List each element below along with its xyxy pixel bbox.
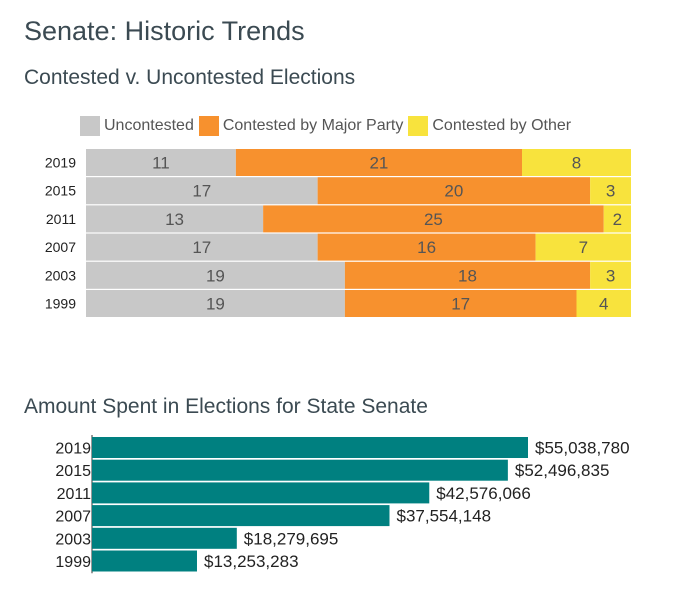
spent-value-label: $37,554,148: [396, 507, 491, 526]
segment-value-label: 3: [606, 182, 615, 201]
legend-swatch-major-party: [198, 116, 219, 136]
spent-bar[interactable]: [92, 482, 430, 504]
legend-swatch-other: [408, 116, 429, 136]
spent-year-label: 2011: [57, 486, 92, 503]
segment-value-label: 17: [451, 295, 470, 314]
legend-swatch-uncontested: [80, 116, 100, 136]
segment-value-label: 25: [424, 210, 443, 229]
spent-year-label: 2015: [55, 463, 91, 480]
segment-value-label: 19: [206, 295, 225, 314]
contested-year-label: 2007: [45, 239, 76, 255]
segment-value-label: 18: [458, 266, 477, 285]
spent-value-label: $42,576,066: [436, 484, 531, 503]
contested-year-label: 1999: [45, 296, 76, 312]
segment-contested-by-major-party[interactable]: [344, 290, 577, 317]
legend-label-other: Contested by Other: [432, 117, 572, 134]
contested-year-label: 2003: [45, 267, 76, 283]
spent-value-label: $18,279,695: [244, 529, 339, 548]
legend-item-uncontested[interactable]: Uncontested: [80, 116, 194, 136]
segment-value-label: 19: [206, 266, 225, 285]
spent-value-label: $13,253,283: [204, 552, 299, 571]
segment-value-label: 7: [579, 238, 588, 257]
segment-value-label: 2: [613, 210, 622, 229]
spent-year-label: 1999: [55, 554, 91, 571]
segment-contested-by-other[interactable]: [590, 177, 631, 205]
spent-year-label: 2003: [55, 531, 91, 548]
segment-value-label: 17: [192, 182, 211, 201]
segment-contested-by-other[interactable]: [535, 233, 631, 261]
contested-year-label: 2015: [45, 183, 76, 199]
spent-bar[interactable]: [92, 505, 390, 527]
legend-label-major-party: Contested by Major Party: [222, 117, 404, 134]
spent-chart-title: Amount Spent in Elections for State Sena…: [24, 395, 428, 418]
contested-stacked-bar-chart: 2019 11 21 8 2015 17 20 3 2011 13 25 2 2007 17 16 7 2003…: [45, 149, 632, 317]
segment-contested-by-major-party[interactable]: [235, 149, 522, 176]
segment-contested-by-major-party[interactable]: [317, 233, 536, 261]
segment-contested-by-other[interactable]: [603, 205, 631, 233]
segment-uncontested[interactable]: [86, 149, 236, 176]
segment-uncontested[interactable]: [86, 261, 345, 289]
segment-uncontested[interactable]: [86, 233, 318, 261]
segment-value-label: 20: [444, 182, 463, 201]
page-title: Senate: Historic Trends: [24, 16, 305, 46]
contested-legend: Uncontested Contested by Major Party Con…: [80, 116, 576, 136]
legend-item-other[interactable]: Contested by Other: [408, 116, 571, 136]
segment-uncontested[interactable]: [86, 205, 264, 233]
spent-value-label: $52,496,835: [515, 461, 610, 480]
segment-uncontested[interactable]: [86, 290, 345, 317]
segment-value-label: 17: [192, 238, 211, 257]
spent-value-label: $55,038,780: [535, 439, 630, 458]
spent-year-label: 2019: [55, 441, 91, 458]
legend-label-uncontested: Uncontested: [104, 117, 194, 134]
contested-chart-title: Contested v. Uncontested Elections: [24, 66, 356, 89]
segment-contested-by-other[interactable]: [590, 261, 631, 289]
segment-value-label: 11: [152, 154, 170, 173]
segment-contested-by-other[interactable]: [522, 149, 631, 176]
amount-spent-bar-chart: 2019 $55,038,780 2015 $52,496,835 2011 $42,57…: [55, 435, 630, 574]
contested-year-label: 2019: [45, 155, 76, 171]
spent-bar[interactable]: [92, 550, 197, 572]
segment-uncontested[interactable]: [86, 177, 318, 205]
segment-value-label: 13: [165, 210, 184, 229]
contested-year-label: 2011: [46, 211, 76, 227]
segment-value-label: 8: [572, 154, 581, 173]
spent-year-label: 2007: [55, 509, 91, 526]
segment-value-label: 4: [599, 295, 608, 314]
segment-contested-by-major-party[interactable]: [317, 177, 591, 205]
segment-value-label: 3: [606, 266, 615, 285]
spent-bar[interactable]: [92, 527, 237, 549]
segment-contested-by-major-party[interactable]: [263, 205, 604, 233]
spent-bar[interactable]: [92, 459, 508, 481]
segment-contested-by-other[interactable]: [576, 290, 632, 317]
spent-bar[interactable]: [92, 437, 528, 458]
legend-item-major-party[interactable]: Contested by Major Party: [198, 116, 404, 136]
segment-value-label: 21: [369, 154, 388, 173]
segment-value-label: 16: [417, 238, 436, 257]
segment-contested-by-major-party[interactable]: [344, 261, 591, 289]
